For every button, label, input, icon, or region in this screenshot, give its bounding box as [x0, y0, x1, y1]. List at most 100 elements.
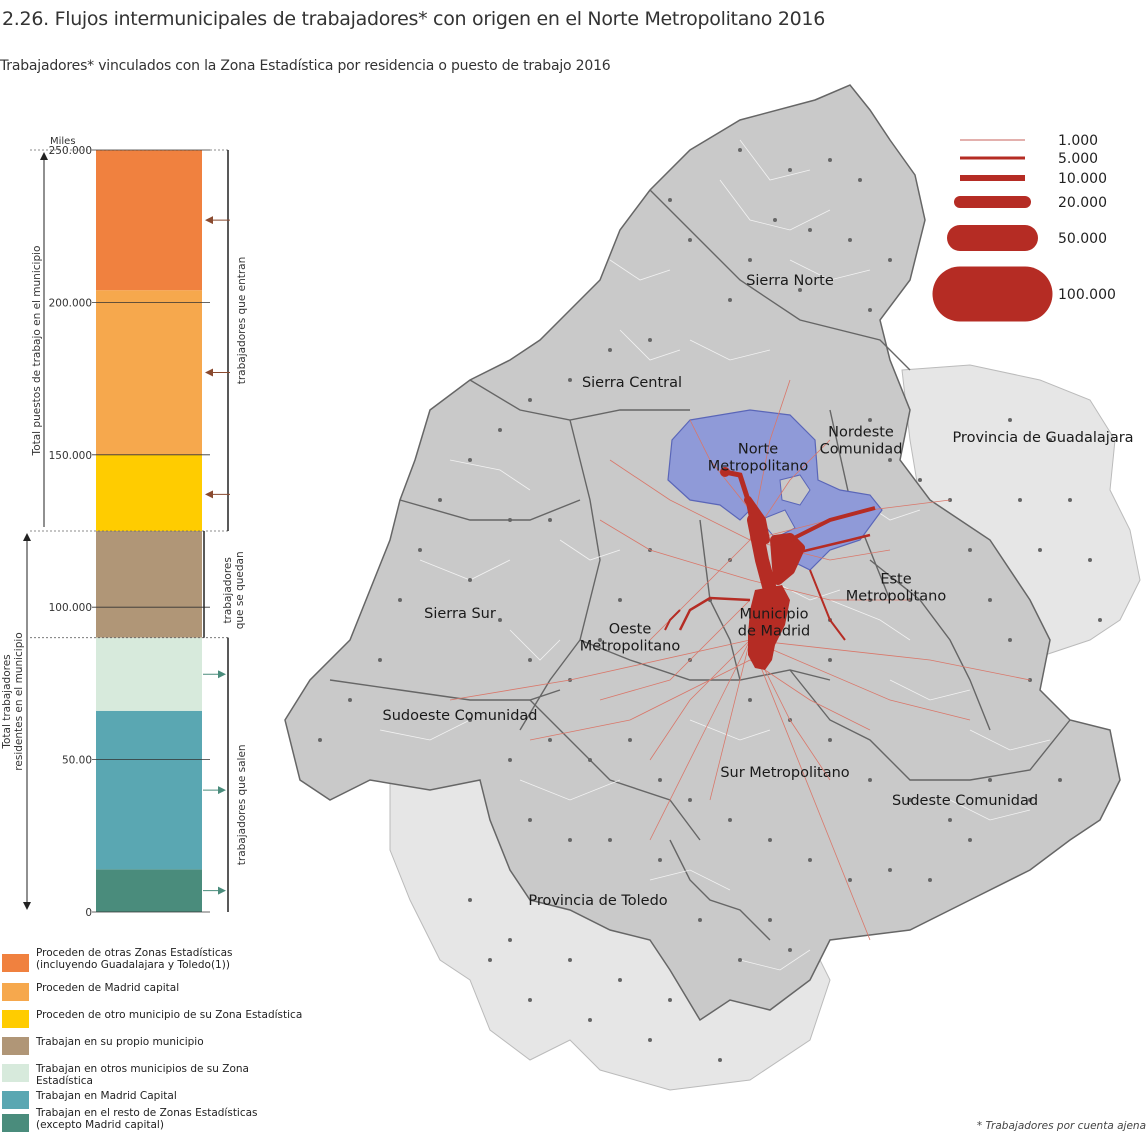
page-title: 2.26. Flujos intermunicipales de trabaja…	[2, 8, 825, 30]
municipality-dot	[658, 778, 662, 782]
flow-line-thin	[749, 639, 971, 721]
madrid-community-shape	[284, 84, 1121, 1022]
municipality-dot	[1098, 618, 1102, 622]
municipality-dot	[728, 818, 732, 822]
y-tick-label: 250.000	[49, 145, 92, 157]
municipality-dot	[688, 238, 692, 242]
region-label: Sierra Sur	[424, 606, 496, 622]
legend-label: Proceden de Madrid capital	[36, 982, 180, 994]
municipality-dot	[968, 838, 972, 842]
page-subtitle: Trabajadores* vinculados con la Zona Est…	[0, 58, 611, 74]
flow-map: 1.000 5.000 10.000 20.000 50.000 100.000 Sierr…	[284, 84, 1141, 1091]
municipality-dot	[948, 818, 952, 822]
region-label: Nordeste Comunidad	[820, 425, 903, 458]
zone-boundary	[869, 559, 991, 731]
zone-boundary	[329, 679, 561, 701]
norte-metropolitano-highlight	[667, 409, 883, 571]
bar-segment	[96, 710, 202, 870]
legend-label: Trabajan en su propio municipio	[36, 1036, 204, 1048]
y-tick-label: 100.000	[49, 602, 92, 614]
municipality-dot	[598, 638, 602, 642]
municipality-dot	[528, 658, 532, 662]
flow-line-major	[799, 533, 871, 554]
legend-swatch	[2, 954, 29, 972]
flow-legend-label: 50.000	[1058, 231, 1107, 247]
municipality-dot	[848, 878, 852, 882]
municipality-dot	[418, 548, 422, 552]
bar-segment	[96, 290, 202, 455]
municipality-dot	[868, 778, 872, 782]
bar-segment	[96, 454, 202, 531]
municipality-dot	[438, 498, 442, 502]
flow-line-thin	[709, 639, 751, 801]
legend-item: Trabajan en su propio municipio	[2, 1034, 302, 1058]
flow-line-thin	[649, 539, 751, 641]
municipality-dot	[528, 818, 532, 822]
municipality-dot	[748, 258, 752, 262]
flow-line-thin	[749, 639, 1031, 681]
municipality-dot	[668, 998, 672, 1002]
legend-item: Trabajan en el resto de Zonas Estadístic…	[2, 1107, 302, 1135]
municipality-dot	[828, 158, 832, 162]
legend-swatch	[2, 983, 29, 1001]
municipality-dot	[618, 598, 622, 602]
municipality-dot	[398, 598, 402, 602]
flow-line-major	[678, 596, 751, 631]
municipality-boundary	[379, 719, 471, 741]
flow-legend-label: 1.000	[1058, 133, 1098, 149]
municipality-dot	[698, 918, 702, 922]
flow-line-thin	[749, 639, 871, 941]
flow-legend-label: 10.000	[1058, 171, 1107, 187]
flow-line-thin	[599, 599, 751, 701]
legend-label: Trabajan en otros municipios de su Zona …	[36, 1063, 249, 1087]
municipality-dot	[508, 938, 512, 942]
municipality-dot	[468, 718, 472, 722]
municipality-dot	[728, 298, 732, 302]
legend-item: Trabajan en Madrid Capital	[2, 1088, 302, 1112]
municipality-dot	[848, 238, 852, 242]
bar-segment	[96, 637, 202, 711]
municipality-dot	[1068, 498, 1072, 502]
municipality-dot	[1028, 798, 1032, 802]
municipality-dot	[468, 458, 472, 462]
municipality-dot	[498, 618, 502, 622]
madrid-flow-blob	[748, 635, 775, 670]
municipality-dot	[918, 478, 922, 482]
municipality-dot	[768, 838, 772, 842]
municipality-dot	[658, 858, 662, 862]
municipality-dot	[548, 738, 552, 742]
flow-legend-label: 5.000	[1058, 151, 1098, 167]
municipality-dot	[798, 288, 802, 292]
municipality-boundary	[969, 729, 1051, 751]
y-tick-label: 150.000	[49, 450, 92, 462]
flow-line-major	[744, 496, 770, 544]
legend-swatch	[2, 1114, 29, 1132]
flow-line-major	[789, 506, 876, 542]
municipality-dot	[628, 738, 632, 742]
municipality-boundary	[609, 259, 671, 281]
municipality-dot	[968, 548, 972, 552]
region-label: Sur Metropolitano	[720, 765, 849, 781]
legend-swatch	[2, 1064, 29, 1082]
flow-line-thin	[749, 659, 871, 731]
municipality-boundary	[519, 779, 621, 801]
flow-line-major	[770, 533, 805, 585]
municipality-boundary	[509, 629, 561, 661]
municipality-dot	[773, 218, 777, 222]
municipality-dot	[588, 1018, 592, 1022]
municipality-dot	[468, 578, 472, 582]
municipality-boundary	[769, 579, 841, 601]
legend-swatch	[2, 1091, 29, 1109]
municipality-dot	[788, 948, 792, 952]
bar-segment	[96, 150, 202, 291]
municipality-dot	[1058, 778, 1062, 782]
municipality-boundary	[829, 599, 911, 641]
flow-line-thin	[599, 519, 751, 581]
municipality-dot	[718, 1058, 722, 1062]
flow-legend-label: 20.000	[1058, 195, 1107, 211]
municipality-dot	[1048, 438, 1052, 442]
zone-boundary	[519, 419, 601, 731]
municipality-dot	[608, 348, 612, 352]
municipality-dot	[508, 758, 512, 762]
municipality-dot	[808, 228, 812, 232]
